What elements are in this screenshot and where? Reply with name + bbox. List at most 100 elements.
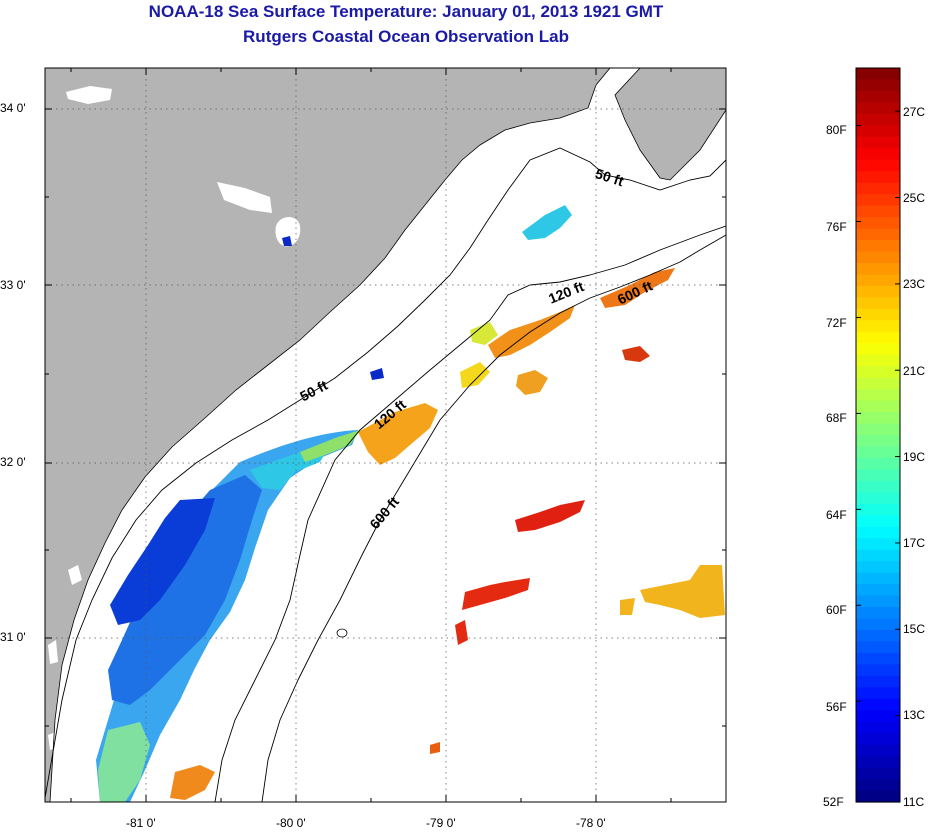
colorbar-band	[856, 618, 900, 631]
latitude-label: 34 0'	[0, 101, 26, 115]
colorbar-band	[856, 538, 900, 551]
sst-patch-warm	[600, 268, 675, 308]
colorbar-band	[856, 125, 900, 138]
colorbar-band	[856, 240, 900, 253]
colorbar-band	[856, 675, 900, 688]
colorbar-label-c: 11C	[903, 795, 925, 809]
coastline	[49, 68, 611, 802]
latitude-label: 32 0'	[0, 455, 26, 469]
sst-patch-cold	[282, 236, 292, 246]
colorbar-band	[856, 389, 900, 402]
colorbar-band	[856, 721, 900, 734]
inland-lake	[217, 182, 272, 213]
colorbar-band	[856, 698, 900, 711]
colorbar-band	[856, 343, 900, 356]
colorbar-band	[856, 171, 900, 184]
inland-lake	[68, 565, 82, 585]
sst-patch-mild	[470, 322, 498, 345]
latitude-label: 33 0'	[0, 278, 26, 292]
colorbar-band	[856, 205, 900, 218]
colorbar-label-f: 76F	[826, 220, 847, 234]
sst-patch-mild	[460, 362, 490, 388]
longitude-label: -80 0'	[276, 816, 306, 830]
colorbar-band	[856, 446, 900, 459]
colorbar-band	[856, 779, 900, 792]
sst-patch-warm	[640, 565, 725, 618]
colorbar-band	[856, 274, 900, 287]
colorbar-band	[856, 366, 900, 379]
isobath-50ft	[45, 147, 726, 799]
inland-lake	[66, 86, 112, 104]
land-northeast	[615, 68, 726, 180]
coastline	[614, 68, 726, 181]
colorbar-label-c: 17C	[903, 536, 926, 550]
colorbar-band	[856, 469, 900, 482]
sst-patch-warm	[516, 370, 548, 395]
colorbar-band	[856, 377, 900, 390]
colorbar-label-c: 23C	[903, 277, 926, 291]
colorbar-label-c: 27C	[903, 105, 926, 119]
colorbar-band	[856, 423, 900, 436]
colorbar-label-f: 52F	[823, 795, 844, 809]
sst-patch-cold	[96, 430, 358, 802]
colorbar-band	[856, 607, 900, 620]
sst-patch-hot	[515, 500, 585, 532]
colorbar-band	[856, 687, 900, 700]
colorbar-band	[856, 159, 900, 172]
colorbar-label-f: 80F	[826, 123, 847, 137]
colorbar-band	[856, 331, 900, 344]
sst-patch-cool	[522, 205, 572, 240]
sst-patch-hot	[462, 578, 530, 610]
longitude-label: -81 0'	[126, 816, 156, 830]
colorbar-ticks	[856, 110, 900, 717]
colorbar-label-c: 21C	[903, 364, 926, 378]
colorbar-label-c: 19C	[903, 450, 926, 464]
sst-patch-warm	[620, 598, 635, 615]
sst-patch-hot	[455, 620, 468, 645]
colorbar-band	[856, 217, 900, 230]
colorbar-band	[856, 79, 900, 92]
colorbar-band	[856, 549, 900, 562]
colorbar-band	[856, 492, 900, 505]
sst-patch-warm	[430, 742, 440, 754]
colorbar-band	[856, 744, 900, 757]
colorbar-band	[856, 320, 900, 333]
colorbar-band	[856, 595, 900, 608]
colorbar-band	[856, 756, 900, 769]
colorbar-band	[856, 354, 900, 367]
colorbar-label-f: 56F	[826, 700, 847, 714]
colorbar-band	[856, 515, 900, 528]
sst-patch-cold	[370, 368, 384, 380]
colorbar-band	[856, 148, 900, 161]
map-title: NOAA-18 Sea Surface Temperature: January…	[148, 2, 664, 21]
colorbar-band	[856, 767, 900, 780]
colorbar-label-f: 68F	[826, 411, 847, 425]
colorbar-band	[856, 228, 900, 241]
colorbar-band	[856, 262, 900, 276]
colorbar-band	[856, 182, 900, 195]
land-mass	[45, 68, 610, 802]
colorbar-band	[856, 297, 900, 310]
colorbar-label-f: 72F	[826, 316, 847, 330]
colorbar-band	[856, 526, 900, 539]
colorbar-band	[856, 584, 900, 597]
longitude-label: -78 0'	[576, 816, 606, 830]
sst-patch-hot	[622, 346, 650, 362]
inland-lake	[275, 217, 301, 247]
colorbar-label-c: 13C	[903, 708, 926, 722]
colorbar-band	[856, 102, 900, 115]
colorbar-band	[856, 641, 900, 654]
colorbar-band	[856, 68, 900, 81]
colorbar-band	[856, 572, 900, 585]
sst-patch-warm	[358, 403, 438, 465]
sst-patch-mild	[300, 430, 360, 462]
colorbar-band	[856, 251, 900, 264]
sst-patch-cold	[110, 498, 215, 625]
colorbar-band	[856, 503, 900, 516]
latitude-label: 31 0'	[0, 630, 26, 644]
colorbar-label-f: 64F	[826, 508, 847, 522]
sst-patch-warm	[170, 765, 215, 800]
colorbar-band	[856, 194, 900, 207]
